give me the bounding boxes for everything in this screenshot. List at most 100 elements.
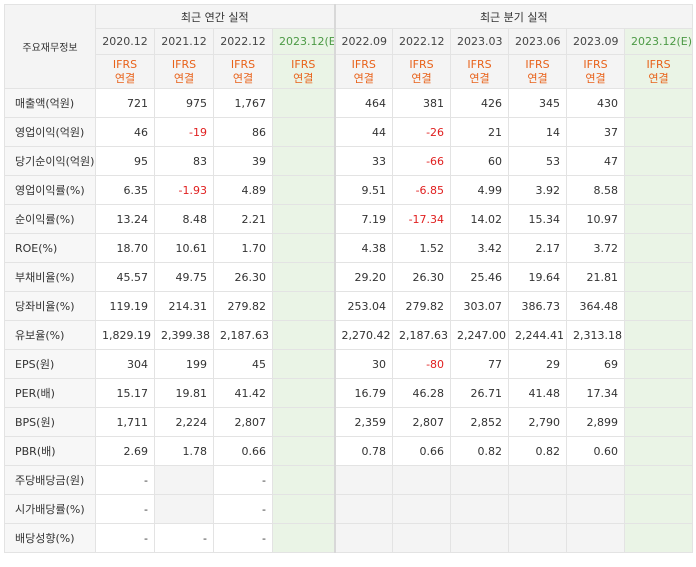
table-cell: 41.42	[213, 378, 273, 408]
table-cell	[271, 262, 336, 292]
table-cell: 37	[566, 117, 626, 147]
table-cell: -26	[392, 117, 452, 147]
table-cell	[624, 291, 694, 321]
table-cell: 199	[154, 349, 214, 379]
table-cell: 386.73	[508, 291, 568, 321]
table-cell	[271, 378, 336, 408]
standard-label-line1: IFRS	[467, 57, 492, 71]
table-cell: 119.19	[95, 291, 155, 321]
table-cell	[271, 465, 336, 495]
table-cell: 214.31	[154, 291, 214, 321]
table-cell	[566, 465, 626, 495]
table-cell: 0.78	[333, 436, 394, 466]
row-label: PER(배)	[4, 378, 96, 408]
standard-label-line2: 연결	[411, 71, 432, 85]
table-cell	[566, 494, 626, 524]
table-body: 매출액(억원) 721 975 1,767 464 381 426 345 430 영업이익(억원…	[4, 88, 694, 553]
table-row: 순이익률(%) 13.24 8.48 2.21 7.19 -17.34 14.02 15.34…	[4, 204, 694, 234]
table-cell	[508, 523, 568, 553]
period-header-estimate: 2023.12(E)	[624, 28, 694, 55]
table-cell	[271, 494, 336, 524]
table-cell: 77	[450, 349, 510, 379]
table-cell	[450, 465, 510, 495]
table-cell: -	[95, 523, 155, 553]
table-cell	[333, 465, 394, 495]
table-cell: 30	[333, 349, 394, 379]
table-row: PBR(배) 2.69 1.78 0.66 0.78 0.66 0.82 0.82 0.60	[4, 436, 694, 466]
table-cell: 721	[95, 88, 155, 118]
table-cell: 2,187.63	[392, 320, 452, 350]
table-cell: 21.81	[566, 262, 626, 292]
table-cell: 33	[333, 146, 394, 176]
period-header: 2022.12	[213, 28, 273, 55]
standard-label-line2: 연결	[469, 71, 490, 85]
standard-label-line2: 연결	[173, 71, 195, 85]
table-cell: -17.34	[392, 204, 452, 234]
accounting-standard-header: IFRS 연결	[508, 54, 568, 89]
table-row: EPS(원) 304 199 45 30 -80 77 29 69	[4, 349, 694, 379]
header-standard-row: IFRS 연결 IFRS 연결 IFRS 연결 IFRS 연결 IFRS 연결 IFRS 연결 IFRS…	[5, 54, 694, 89]
table-cell	[624, 146, 694, 176]
table-cell	[450, 523, 510, 553]
table-cell: 26.71	[450, 378, 510, 408]
table-cell	[624, 378, 694, 408]
table-cell: 3.72	[566, 233, 626, 263]
table-cell: 15.17	[95, 378, 155, 408]
table-cell: 279.82	[392, 291, 452, 321]
table-row: 당좌비율(%) 119.19 214.31 279.82 253.04 279.82 303…	[4, 291, 694, 321]
table-cell	[392, 523, 452, 553]
table-cell	[624, 117, 694, 147]
table-cell: -	[95, 494, 155, 524]
row-label: 배당성향(%)	[4, 523, 96, 553]
table-cell: 15.34	[508, 204, 568, 234]
table-cell: 2,270.42	[333, 320, 394, 350]
standard-label-line2: 연결	[585, 71, 606, 85]
table-cell: -66	[392, 146, 452, 176]
table-cell: 1,829.19	[95, 320, 155, 350]
table-cell: 86	[213, 117, 273, 147]
table-cell: 44	[333, 117, 394, 147]
accounting-standard-header: IFRS 연결	[95, 54, 155, 89]
table-cell: 3.92	[508, 175, 568, 205]
header-period-row: 2020.12 2021.12 2022.12 2023.12(E) 2022.…	[5, 28, 694, 55]
table-cell: 279.82	[213, 291, 273, 321]
table-cell: 10.61	[154, 233, 214, 263]
period-header-estimate: 2023.12(E)	[271, 28, 336, 55]
period-header: 2022.09	[333, 28, 394, 55]
row-label: 순이익률(%)	[4, 204, 96, 234]
table-cell: 60	[450, 146, 510, 176]
table-row: 영업이익률(%) 6.35 -1.93 4.89 9.51 -6.85 4.99 3.92 8.…	[4, 175, 694, 205]
table-row: 주당배당금(원) - -	[4, 465, 694, 495]
table-cell: 45.57	[95, 262, 155, 292]
table-row: 당기순이익(억원) 95 83 39 33 -66 60 53 47	[4, 146, 694, 176]
accounting-standard-header: IFRS 연결	[154, 54, 214, 89]
standard-label-line2: 연결	[232, 71, 254, 85]
standard-label-line1: IFRS	[583, 57, 608, 71]
table-cell: 9.51	[333, 175, 394, 205]
table-cell: 39	[213, 146, 273, 176]
table-cell: 95	[95, 146, 155, 176]
row-label: 유보율(%)	[4, 320, 96, 350]
row-label: 부채비율(%)	[4, 262, 96, 292]
accounting-standard-header: IFRS 연결	[450, 54, 510, 89]
table-cell: 14	[508, 117, 568, 147]
table-cell: 2,399.38	[154, 320, 214, 350]
table-cell: 7.19	[333, 204, 394, 234]
standard-label-line1: IFRS	[409, 57, 434, 71]
table-cell: 13.24	[95, 204, 155, 234]
table-cell	[624, 175, 694, 205]
table-cell: 19.81	[154, 378, 214, 408]
table-cell	[271, 349, 336, 379]
period-header: 2022.12	[392, 28, 452, 55]
table-cell: 8.58	[566, 175, 626, 205]
standard-label-line2: 연결	[648, 71, 669, 85]
table-cell: 17.34	[566, 378, 626, 408]
table-cell: 4.89	[213, 175, 273, 205]
row-label: BPS(원)	[4, 407, 96, 437]
table-row: 부채비율(%) 45.57 49.75 26.30 29.20 26.30 25.46 19.…	[4, 262, 694, 292]
table-cell: 0.82	[508, 436, 568, 466]
table-cell: 975	[154, 88, 214, 118]
table-cell	[624, 320, 694, 350]
table-cell: 49.75	[154, 262, 214, 292]
accounting-standard-header: IFRS 연결	[624, 54, 694, 89]
